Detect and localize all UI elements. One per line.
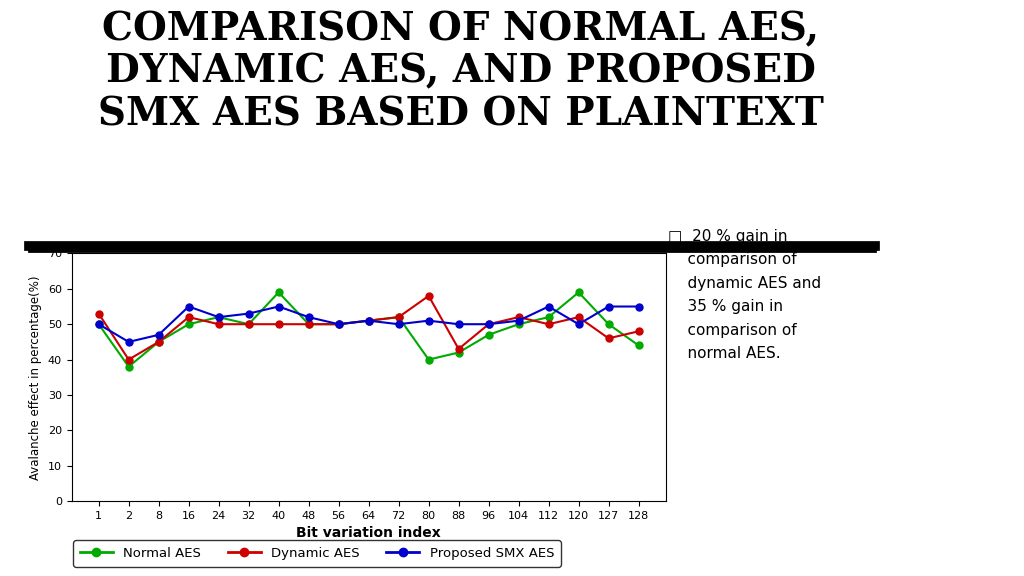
Dynamic AES [123,356,135,363]
Dynamic AES [182,314,195,321]
X-axis label: Bit variation index: Bit variation index [296,526,441,540]
Proposed SMX AES [602,303,614,310]
Normal AES [213,314,225,321]
Dynamic AES [543,321,555,328]
Normal AES [153,339,165,346]
Dynamic AES [272,321,285,328]
Dynamic AES [572,314,585,321]
Text: COMPARISON OF NORMAL AES,
DYNAMIC AES, AND PROPOSED
SMX AES BASED ON PLAINTEXT: COMPARISON OF NORMAL AES, DYNAMIC AES, A… [98,10,823,133]
Normal AES [272,289,285,296]
Normal AES [333,321,345,328]
Normal AES [392,314,404,321]
Text: COMPARISON OF NORMAL AES,
DYNAMIC AES, AND PROPOSED
SMX AES BASED ON PLAINTEXT: COMPARISON OF NORMAL AES, DYNAMIC AES, A… [98,10,823,133]
Text: COMPARISON OF NORMAL AES,
DYNAMIC AES, AND PROPOSED
SMX AES BASED ON PLAINTEXT: COMPARISON OF NORMAL AES, DYNAMIC AES, A… [98,10,823,133]
Dynamic AES [362,317,375,324]
Normal AES [633,342,645,349]
Normal AES [243,321,255,328]
Normal AES [512,321,524,328]
Proposed SMX AES [633,303,645,310]
Proposed SMX AES [453,321,465,328]
Proposed SMX AES [392,321,404,328]
Dynamic AES [302,321,314,328]
Dynamic AES [213,321,225,328]
Normal AES [543,314,555,321]
Text: COMPARISON OF NORMAL AES,
DYNAMIC AES, AND PROPOSED
SMX AES BASED ON PLAINTEXT: COMPARISON OF NORMAL AES, DYNAMIC AES, A… [98,10,823,133]
Proposed SMX AES [482,321,495,328]
Legend: Normal AES, Dynamic AES, Proposed SMX AES: Normal AES, Dynamic AES, Proposed SMX AE… [73,540,561,567]
Normal AES [182,321,195,328]
Proposed SMX AES [272,303,285,310]
Proposed SMX AES [213,314,225,321]
Y-axis label: Avalanche effect in percentage(%): Avalanche effect in percentage(%) [30,275,42,480]
Line: Normal AES: Normal AES [95,289,642,370]
Normal AES [453,349,465,356]
Dynamic AES [482,321,495,328]
Dynamic AES [243,321,255,328]
Text: COMPARISON OF NORMAL AES,
DYNAMIC AES, AND PROPOSED
SMX AES BASED ON PLAINTEXT: COMPARISON OF NORMAL AES, DYNAMIC AES, A… [98,10,823,133]
Dynamic AES [453,346,465,353]
Dynamic AES [602,335,614,342]
Proposed SMX AES [123,339,135,346]
Dynamic AES [153,339,165,346]
Normal AES [123,363,135,370]
Proposed SMX AES [153,331,165,338]
Proposed SMX AES [333,321,345,328]
Proposed SMX AES [182,303,195,310]
Normal AES [423,356,435,363]
Text: COMPARISON OF NORMAL AES,
DYNAMIC AES, AND PROPOSED
SMX AES BASED ON PLAINTEXT: COMPARISON OF NORMAL AES, DYNAMIC AES, A… [98,10,823,133]
Normal AES [302,321,314,328]
Proposed SMX AES [572,321,585,328]
Normal AES [362,317,375,324]
Proposed SMX AES [543,303,555,310]
Text: COMPARISON OF NORMAL AES,
DYNAMIC AES, AND PROPOSED
SMX AES BASED ON PLAINTEXT: COMPARISON OF NORMAL AES, DYNAMIC AES, A… [98,10,823,133]
Dynamic AES [392,314,404,321]
Normal AES [602,321,614,328]
Dynamic AES [633,328,645,335]
Text: COMPARISON OF NORMAL AES,
DYNAMIC AES, AND PROPOSED
SMX AES BASED ON PLAINTEXT: COMPARISON OF NORMAL AES, DYNAMIC AES, A… [98,10,823,133]
Text: □  20 % gain in
    comparison of
    dynamic AES and
    35 % gain in
    compa: □ 20 % gain in comparison of dynamic AES… [668,229,821,361]
Dynamic AES [92,310,104,317]
Proposed SMX AES [302,314,314,321]
Normal AES [482,331,495,338]
Dynamic AES [512,314,524,321]
Normal AES [92,321,104,328]
Proposed SMX AES [362,317,375,324]
Line: Dynamic AES: Dynamic AES [95,293,642,363]
Proposed SMX AES [423,317,435,324]
Dynamic AES [423,293,435,300]
Proposed SMX AES [92,321,104,328]
Text: COMPARISON OF NORMAL AES,
DYNAMIC AES, AND PROPOSED
SMX AES BASED ON PLAINTEXT: COMPARISON OF NORMAL AES, DYNAMIC AES, A… [98,10,823,133]
Line: Proposed SMX AES: Proposed SMX AES [95,303,642,346]
Proposed SMX AES [512,317,524,324]
Dynamic AES [333,321,345,328]
Proposed SMX AES [243,310,255,317]
Normal AES [572,289,585,296]
